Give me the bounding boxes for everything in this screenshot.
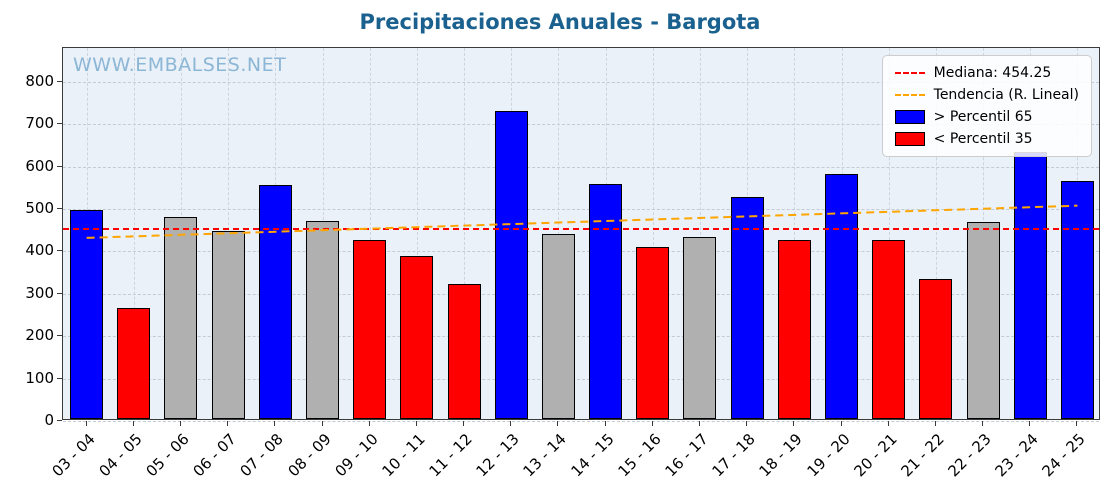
x-tick-mark (463, 421, 465, 426)
bar (306, 221, 339, 419)
x-tick-mark (840, 421, 842, 426)
h-gridline (63, 293, 1099, 295)
bar (1060, 181, 1094, 419)
h-gridline (63, 209, 1099, 211)
watermark-text: WWW.EMBALSES.NET (73, 54, 287, 76)
bar (117, 307, 151, 419)
bar (777, 239, 811, 419)
y-tick-mark (57, 123, 62, 125)
bar (825, 174, 858, 419)
legend-item: < Percentil 35 (894, 131, 1079, 147)
y-tick-mark (57, 208, 62, 210)
x-tick-mark (793, 421, 795, 426)
legend-label: Mediana: 454.25 (933, 65, 1052, 81)
x-tick-mark (415, 421, 417, 426)
x-tick-mark (85, 421, 87, 426)
bar (400, 256, 434, 419)
legend: Mediana: 454.25 Tendencia (R. Lineal) > Pe… (881, 55, 1092, 157)
x-tick-mark (274, 421, 276, 426)
y-tick-label: 100 (25, 368, 54, 387)
legend-label: Tendencia (R. Lineal) (933, 87, 1079, 103)
bar (541, 233, 575, 419)
y-tick-label: 0 (44, 411, 54, 429)
y-tick-label: 400 (25, 241, 54, 260)
bar (494, 110, 528, 419)
legend-item: Tendencia (R. Lineal) (894, 87, 1079, 103)
x-tick-mark (132, 421, 134, 426)
y-tick-mark (57, 377, 62, 379)
x-tick-mark (557, 421, 559, 426)
y-tick-mark (57, 335, 62, 337)
legend-item: > Percentil 65 (894, 109, 1079, 125)
h-gridline (63, 251, 1099, 253)
bar (872, 240, 906, 419)
x-tick-mark (698, 421, 700, 426)
y-tick-label: 600 (25, 156, 54, 175)
legend-color-box (894, 110, 925, 124)
legend-label: < Percentil 35 (933, 131, 1033, 147)
h-gridline (63, 336, 1099, 338)
h-gridline (63, 166, 1099, 168)
bar (211, 231, 245, 419)
x-tick-mark (651, 421, 653, 426)
h-gridline (63, 421, 1099, 422)
bar (1013, 151, 1047, 419)
y-tick-label: 800 (25, 71, 54, 90)
x-tick-mark (1076, 421, 1078, 426)
x-tick-mark (321, 421, 323, 426)
x-tick-mark (1029, 421, 1031, 426)
h-gridline (63, 81, 1099, 83)
bar (683, 236, 717, 419)
chart-title: Precipitaciones Anuales - Bargota (359, 10, 761, 34)
bar (353, 240, 387, 419)
x-tick-mark (604, 421, 606, 426)
h-gridline (63, 124, 1099, 126)
x-tick-mark (934, 421, 936, 426)
legend-item: Mediana: 454.25 (894, 65, 1079, 81)
x-tick-mark (746, 421, 748, 426)
y-tick-label: 700 (25, 114, 54, 133)
bar (164, 216, 198, 419)
legend-dashed-line-sample (894, 94, 925, 96)
median-line (63, 228, 1099, 231)
y-tick-label: 300 (25, 283, 54, 302)
bar (919, 279, 953, 419)
bar (258, 185, 292, 419)
bar (447, 284, 481, 419)
x-tick-mark (368, 421, 370, 426)
legend-dashed-line-sample (894, 72, 925, 74)
y-tick-mark (57, 292, 62, 294)
legend-label: > Percentil 65 (933, 109, 1033, 125)
x-tick-mark (510, 421, 512, 426)
plot-area: WWW.EMBALSES.NET Mediana: 454.25 Tendenci… (62, 47, 1100, 422)
y-tick-mark (57, 165, 62, 167)
x-tick-mark (227, 421, 229, 426)
bar (966, 222, 1000, 419)
legend-color-box (894, 132, 925, 146)
bar (70, 210, 104, 419)
y-tick-label: 200 (25, 326, 54, 345)
bar (636, 247, 670, 419)
y-tick-mark (57, 250, 62, 252)
h-gridline (63, 378, 1099, 380)
x-tick-mark (179, 421, 181, 426)
y-tick-mark (57, 80, 62, 82)
y-tick-mark (57, 420, 62, 421)
y-tick-label: 500 (25, 199, 54, 218)
x-tick-mark (887, 421, 889, 426)
bar (589, 183, 623, 419)
x-tick-mark (982, 421, 984, 426)
